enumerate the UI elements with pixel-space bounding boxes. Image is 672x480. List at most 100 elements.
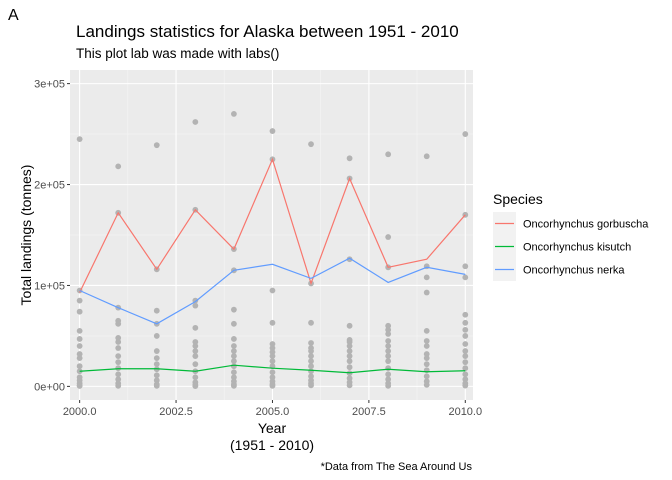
y-tick-label: 1e+05 — [34, 280, 65, 292]
x-tick-label: 2005.0 — [256, 406, 290, 418]
data-point — [308, 368, 314, 375]
legend-title: Species — [493, 191, 543, 207]
data-point — [423, 153, 430, 160]
series-line — [79, 257, 466, 325]
data-point — [76, 351, 83, 357]
data-point — [230, 348, 237, 354]
data-point — [385, 365, 392, 372]
data-point — [115, 376, 122, 383]
data-point — [115, 353, 122, 360]
data-point — [462, 348, 469, 354]
data-point — [76, 383, 83, 389]
data-point — [192, 119, 199, 125]
data-point — [385, 348, 392, 354]
x-tick-label: 2007.5 — [352, 406, 386, 418]
data-point — [230, 358, 237, 365]
data-point — [346, 375, 353, 382]
data-point — [115, 345, 122, 351]
data-point — [230, 382, 237, 389]
data-point — [192, 361, 199, 368]
data-point — [385, 376, 392, 383]
data-point — [423, 274, 430, 281]
data-point — [385, 353, 392, 360]
x-axis-title-line2: (1951 - 2010) — [230, 437, 314, 453]
data-point — [423, 381, 430, 388]
data-point — [115, 335, 122, 341]
data-point — [308, 340, 314, 346]
data-point — [76, 336, 83, 342]
data-point — [462, 263, 469, 270]
data-point — [76, 355, 83, 362]
data-point — [230, 363, 237, 370]
x-tick-label: 2000.0 — [63, 406, 97, 418]
data-point — [462, 274, 469, 281]
data-point — [230, 306, 237, 313]
data-point — [153, 382, 160, 389]
data-point — [230, 320, 237, 327]
data-point — [308, 363, 314, 370]
data-point — [423, 373, 430, 380]
data-point — [308, 319, 314, 326]
data-point — [385, 371, 392, 378]
data-point — [423, 361, 430, 368]
data-point — [76, 308, 83, 315]
data-point — [269, 353, 276, 360]
data-point — [76, 343, 83, 349]
series-lines — [79, 157, 466, 374]
x-tick-label: 2010.0 — [448, 406, 482, 418]
data-point — [269, 374, 276, 381]
data-point — [385, 382, 392, 389]
data-point — [76, 327, 83, 334]
data-point — [192, 383, 199, 389]
y-tick-label: 0e+00 — [34, 381, 65, 393]
data-point — [423, 351, 430, 357]
data-point — [192, 343, 199, 349]
data-point — [153, 333, 160, 339]
data-point — [269, 319, 276, 326]
data-point — [346, 322, 353, 329]
data-point — [230, 369, 237, 376]
data-point — [192, 353, 199, 360]
y-axis-title: Total landings (tonnes) — [18, 165, 34, 306]
y-tick-label: 2e+05 — [34, 180, 65, 192]
data-point — [423, 327, 430, 334]
data-point — [76, 136, 83, 143]
data-point — [269, 128, 276, 134]
x-tick-label: 2002.5 — [159, 406, 193, 418]
data-point — [153, 377, 160, 384]
data-point — [346, 256, 353, 263]
data-point — [269, 358, 276, 365]
data-point — [269, 341, 276, 347]
data-point — [115, 320, 122, 327]
x-axis-title-line1: Year — [258, 420, 287, 436]
data-point — [385, 234, 392, 240]
chart-subtitle: This plot lab was made with labs() — [76, 46, 279, 61]
data-point — [462, 353, 469, 360]
y-axis: 0e+00 1e+05 2e+05 3e+05 — [34, 79, 70, 393]
data-point — [230, 336, 237, 342]
data-point — [423, 289, 430, 296]
legend-label: Oncorhynchus kisutch — [523, 242, 631, 254]
data-point — [269, 369, 276, 376]
data-point — [269, 382, 276, 389]
legend: Oncorhynchus gorbuscha Oncorhynchus kisut… — [493, 212, 649, 281]
data-point — [462, 371, 469, 378]
data-point — [385, 326, 392, 333]
data-point — [462, 359, 469, 366]
data-point — [76, 363, 83, 370]
data-point — [385, 151, 392, 158]
data-point — [115, 371, 122, 378]
data-point — [385, 343, 392, 349]
data-point — [153, 348, 160, 354]
data-point — [423, 338, 430, 344]
data-point — [230, 110, 237, 117]
data-point — [153, 361, 160, 368]
data-point — [423, 355, 430, 362]
data-point — [462, 333, 469, 339]
data-point — [346, 364, 353, 371]
data-point — [192, 302, 199, 309]
data-point — [269, 287, 276, 294]
data-point — [346, 382, 353, 389]
data-point — [462, 326, 469, 333]
data-point — [346, 348, 353, 354]
